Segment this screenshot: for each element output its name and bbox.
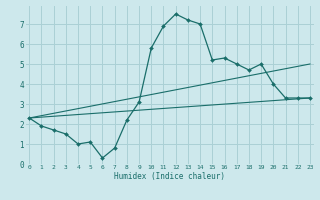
- X-axis label: Humidex (Indice chaleur): Humidex (Indice chaleur): [114, 172, 225, 181]
